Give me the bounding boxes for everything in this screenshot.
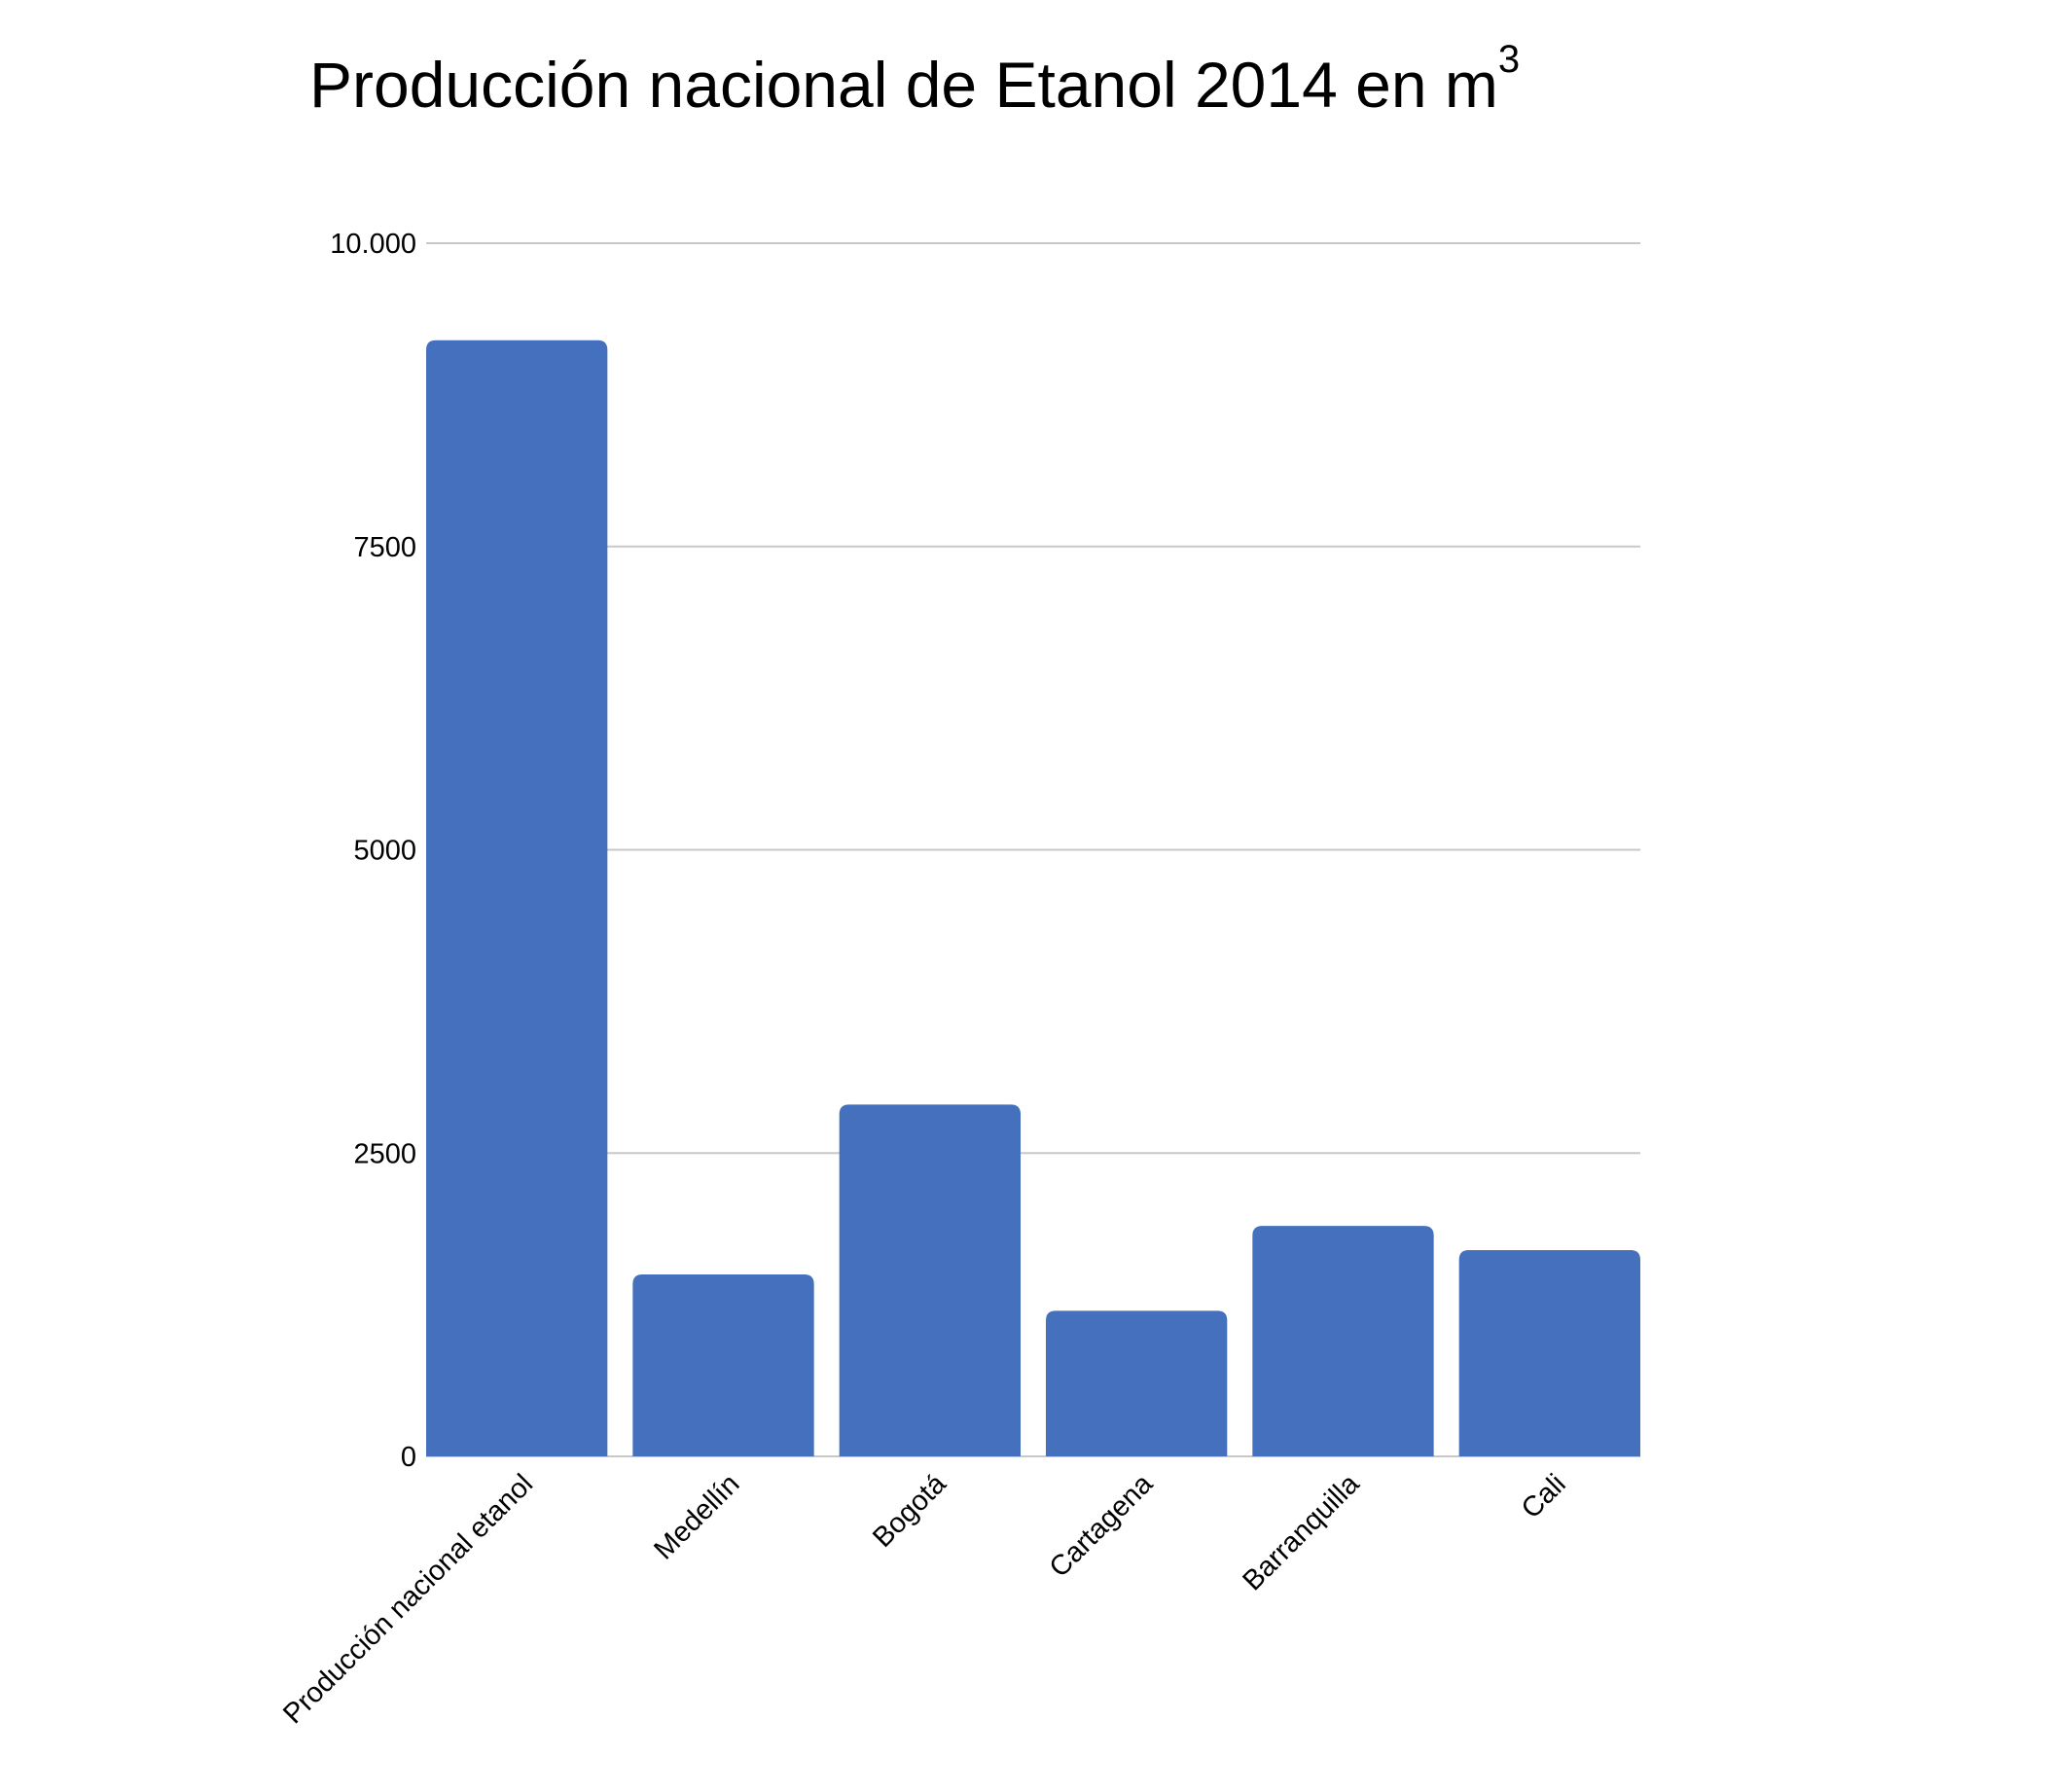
x-tick-label: Bogotá [867,1468,952,1554]
y-tick-label: 7500 [353,532,416,563]
x-tick-label: Barranquilla [1237,1468,1366,1597]
bar [839,1104,1021,1456]
y-tick-label: 0 [401,1442,416,1473]
x-tick-label: Cartagena [1044,1468,1160,1584]
bar [632,1273,814,1456]
x-tick-label: Medellín [648,1468,745,1565]
bar [1252,1226,1434,1456]
bar [1046,1310,1228,1456]
chart-title: Producción nacional de Etanol 2014 en m3 [309,38,1520,121]
x-tick-label: Producción nacional etanol [277,1468,539,1730]
bar [1458,1250,1640,1456]
x-tick-label: Cali [1516,1468,1572,1524]
y-tick-label: 2500 [353,1138,416,1169]
y-tick-label: 5000 [353,836,416,867]
y-tick-label: 10.000 [330,229,416,260]
bar [426,340,608,1456]
